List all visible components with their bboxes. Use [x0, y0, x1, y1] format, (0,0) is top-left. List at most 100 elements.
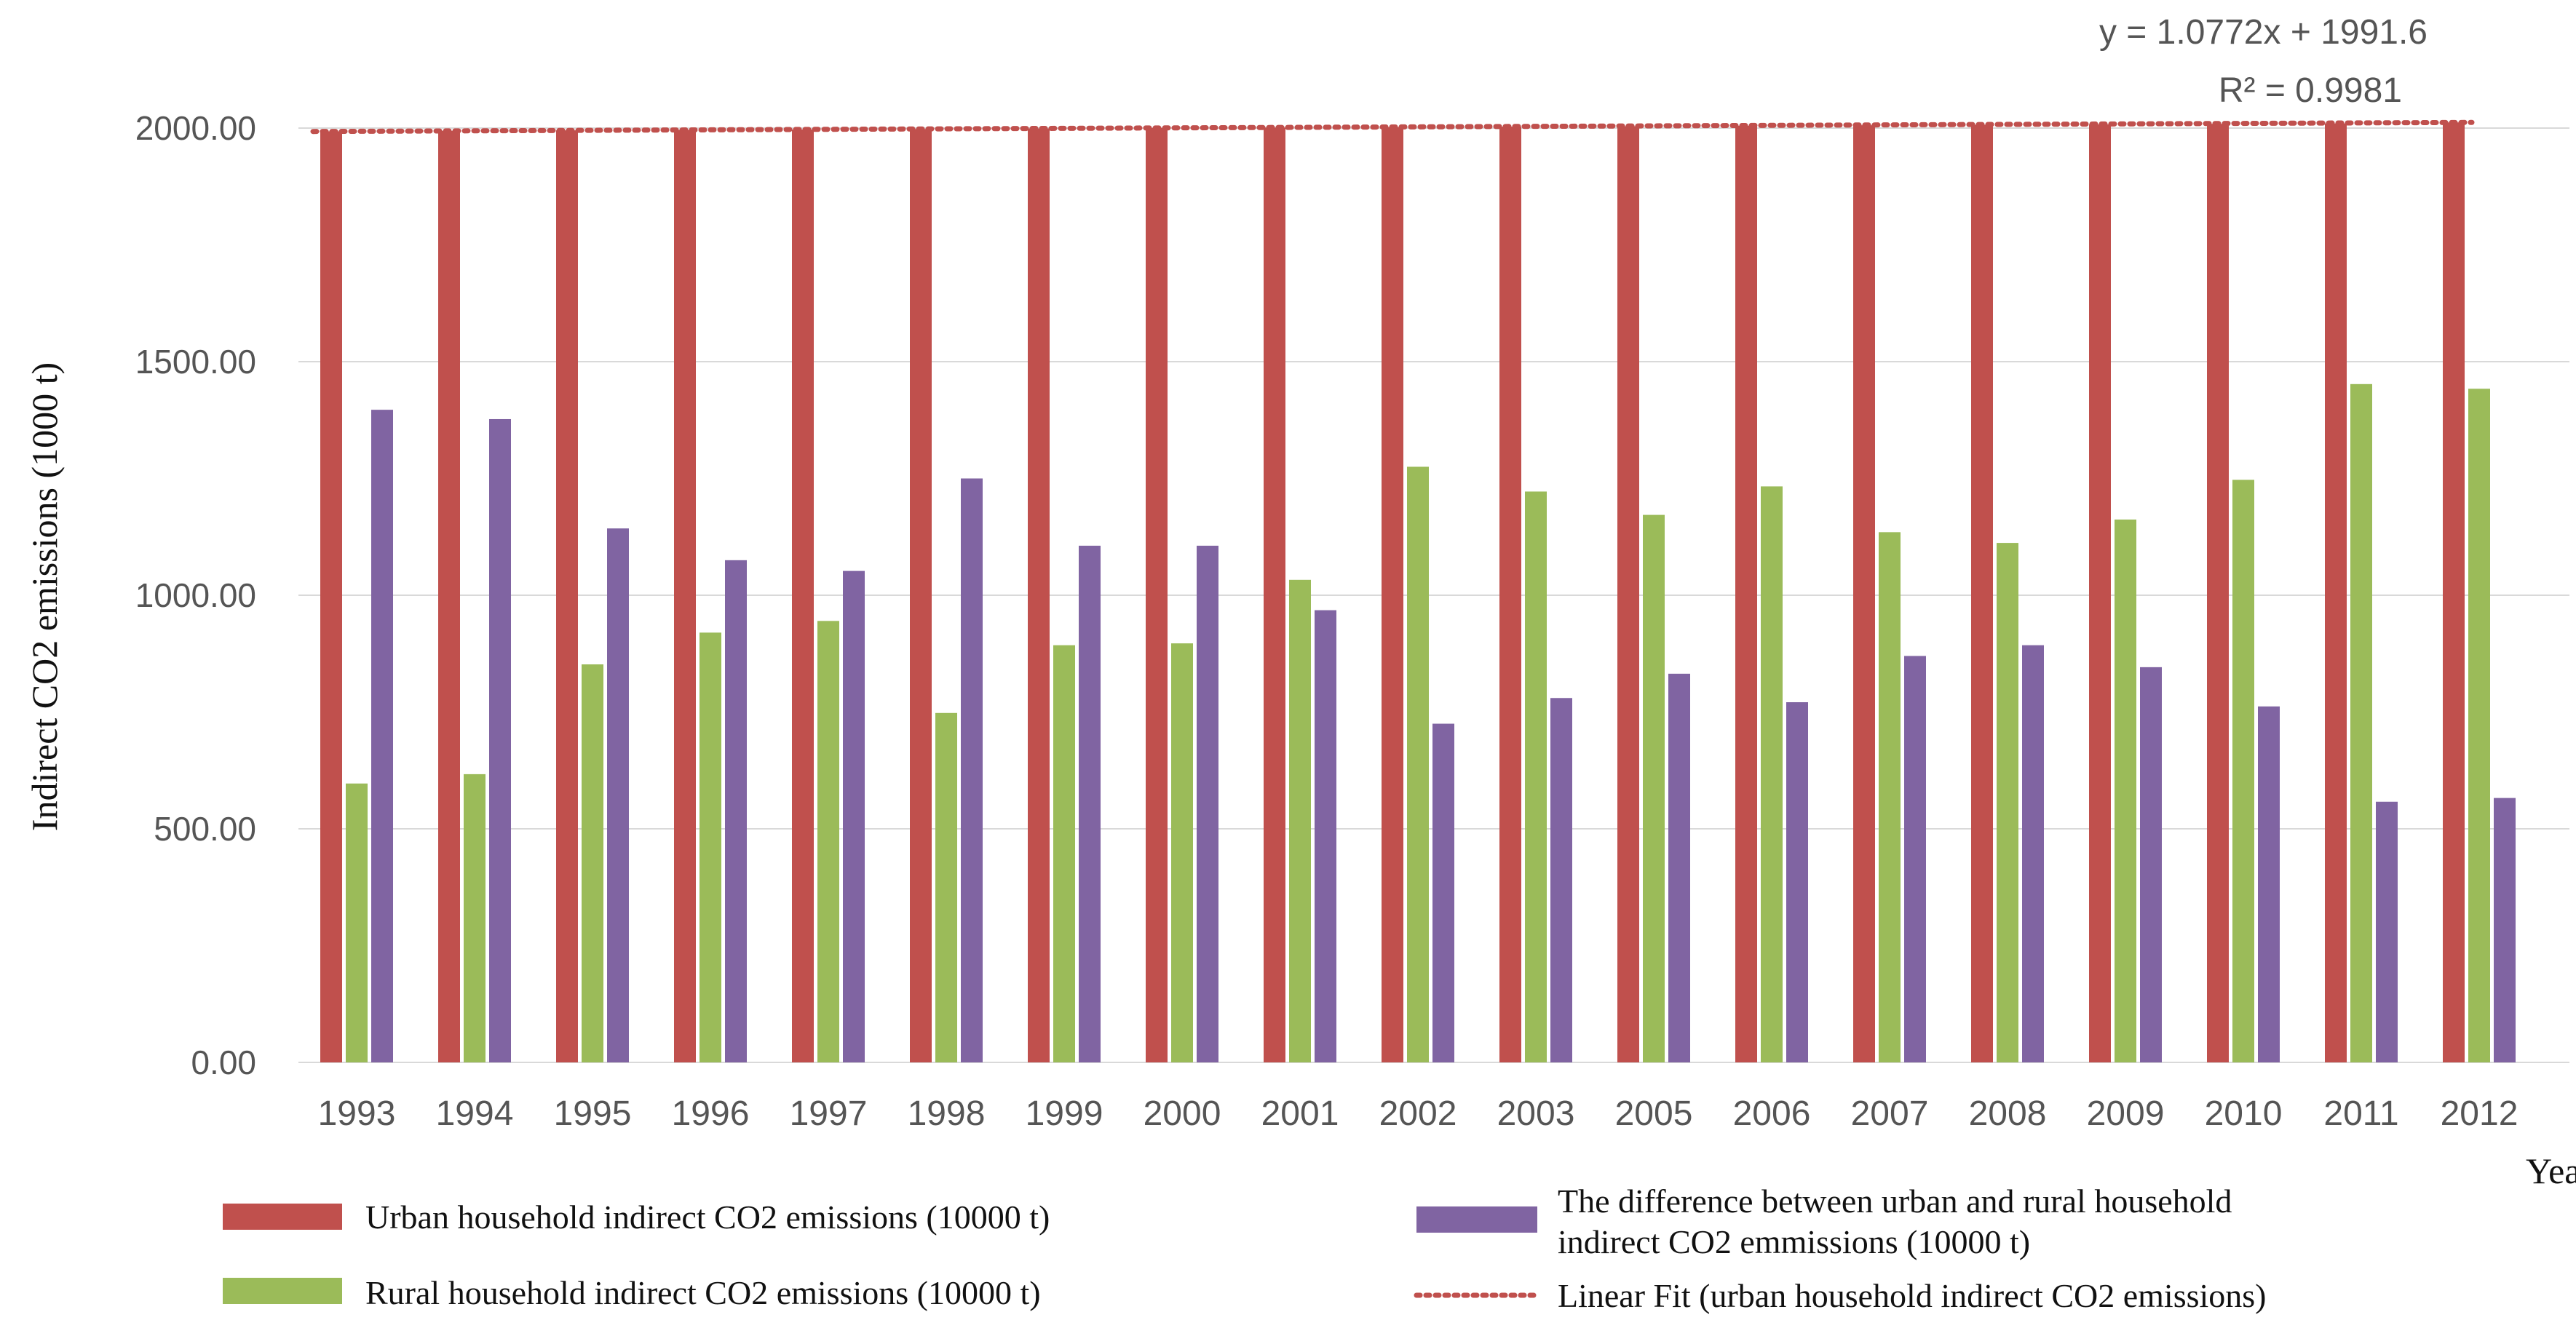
bar-rural [2468, 389, 2490, 1062]
bar-difference [1197, 545, 1218, 1062]
x-tick-label: 2009 [2087, 1094, 2165, 1133]
bar-difference [489, 418, 511, 1062]
bar-urban [2443, 122, 2465, 1062]
bar-difference [1079, 545, 1101, 1062]
y-tick-labels: 0.00 500.00 1000.00 1500.00 2000.00 [135, 109, 256, 1081]
bar-urban [674, 130, 696, 1062]
x-tick-label: 1999 [1026, 1094, 1103, 1133]
bar-rural [1289, 579, 1311, 1062]
bar-urban [792, 129, 814, 1062]
legend-swatch-urban [223, 1204, 342, 1230]
bar-rural [464, 774, 486, 1062]
bar-difference [1315, 610, 1336, 1062]
bar-difference [725, 560, 747, 1062]
bar-difference [2258, 706, 2280, 1062]
trendline-r-squared: R² = 0.9981 [2219, 71, 2402, 110]
bar-rural [1053, 645, 1075, 1062]
x-tick-label: 2010 [2205, 1094, 2283, 1133]
x-tick-label: 2011 [2323, 1094, 2398, 1133]
bar-difference [2140, 667, 2162, 1062]
y-tick-label: 0.00 [191, 1043, 256, 1081]
x-tick-label: 1996 [672, 1094, 750, 1133]
x-tick-label: 1995 [554, 1094, 632, 1133]
x-axis-title: Years [2526, 1150, 2576, 1191]
bar-rural [817, 621, 839, 1062]
bar-difference [1668, 673, 1690, 1062]
bar-rural [1761, 486, 1783, 1062]
bar-urban [556, 130, 578, 1063]
bar-rural [935, 712, 957, 1062]
legend-label-difference: The difference between urban and rural h… [1558, 1182, 2240, 1260]
bar-difference [1550, 698, 1572, 1062]
bar-difference [1432, 723, 1454, 1062]
bar-difference [2376, 801, 2398, 1062]
y-tick-label: 1000.00 [135, 576, 256, 614]
legend-label-trendline: Linear Fit (urban household indirect CO2… [1558, 1277, 2267, 1314]
x-tick-label: 2003 [1497, 1094, 1575, 1133]
legend-label-difference-line1: The difference between urban and rural h… [1558, 1182, 2232, 1220]
bar-difference [2494, 798, 2516, 1062]
bar-rural [2350, 383, 2372, 1062]
x-tick-label: 2000 [1144, 1094, 1221, 1133]
bar-urban [1028, 128, 1050, 1063]
bar-urban [1382, 127, 1403, 1062]
x-tick-label: 2006 [1733, 1094, 1811, 1133]
bar-rural [346, 783, 368, 1062]
x-tick-label: 2007 [1851, 1094, 1929, 1133]
trendline [310, 119, 2475, 135]
bar-difference [843, 570, 865, 1062]
bar-rural [1879, 532, 1901, 1062]
bar-difference [607, 528, 629, 1062]
bar-urban [2207, 124, 2229, 1062]
legend-label-urban: Urban household indirect CO2 emissions (… [365, 1198, 1050, 1236]
legend-label-difference-line2: indirect CO2 emmissions (10000 t) [1558, 1223, 2030, 1260]
x-tick-label: 2001 [1261, 1094, 1339, 1133]
bar-urban [1617, 126, 1639, 1062]
x-tick-label: 1994 [436, 1094, 514, 1133]
bar-urban [1264, 127, 1285, 1062]
bar-rural [700, 632, 721, 1062]
bar-difference [1904, 656, 1926, 1062]
bar-urban [438, 130, 460, 1062]
legend-swatch-difference [1416, 1206, 1537, 1233]
y-tick-label: 500.00 [154, 810, 256, 848]
bar-rural [2115, 519, 2136, 1062]
bar-difference [1786, 702, 1808, 1062]
bar-rural [1643, 514, 1665, 1062]
bar-difference [961, 478, 983, 1062]
x-tick-labels: 1993 1994 1995 1996 1997 1998 1999 2000 2001 2002… [318, 1094, 2518, 1133]
x-tick-label: 2012 [2441, 1094, 2518, 1133]
legend-swatch-rural [223, 1278, 342, 1304]
bar-rural [1997, 543, 2018, 1062]
y-axis-title: Indirect CO2 emissions (1000 t) [24, 362, 65, 831]
bar-urban [2089, 124, 2111, 1062]
bar-urban [1146, 128, 1168, 1062]
bar-urban [1971, 124, 1993, 1063]
bars [320, 122, 2516, 1063]
y-tick-label: 1500.00 [135, 343, 256, 381]
bar-urban [1735, 125, 1757, 1062]
bar-rural [582, 664, 603, 1062]
bar-rural [1407, 466, 1429, 1062]
trendline-equation: y = 1.0772x + 1991.6 [2099, 13, 2428, 52]
x-tick-label: 2002 [1379, 1094, 1457, 1133]
bar-urban [1499, 127, 1521, 1063]
trendline-layer [310, 119, 2475, 135]
bar-difference [371, 410, 393, 1062]
bar-difference [2022, 645, 2044, 1062]
legend: Urban household indirect CO2 emissions (… [223, 1182, 2267, 1314]
y-tick-label: 2000.00 [135, 109, 256, 147]
bar-urban [1853, 125, 1875, 1063]
x-tick-label: 2005 [1615, 1094, 1693, 1133]
bar-urban [910, 129, 932, 1063]
x-tick-label: 1993 [318, 1094, 396, 1133]
x-tick-label: 1997 [790, 1094, 868, 1133]
x-tick-label: 1998 [908, 1094, 986, 1133]
bar-rural [1171, 643, 1193, 1062]
bar-rural [2232, 480, 2254, 1062]
legend-label-rural: Rural household indirect CO2 emissions (… [365, 1274, 1041, 1311]
bar-rural [1525, 491, 1547, 1062]
bar-urban [2325, 123, 2347, 1063]
bar-urban [320, 131, 342, 1062]
